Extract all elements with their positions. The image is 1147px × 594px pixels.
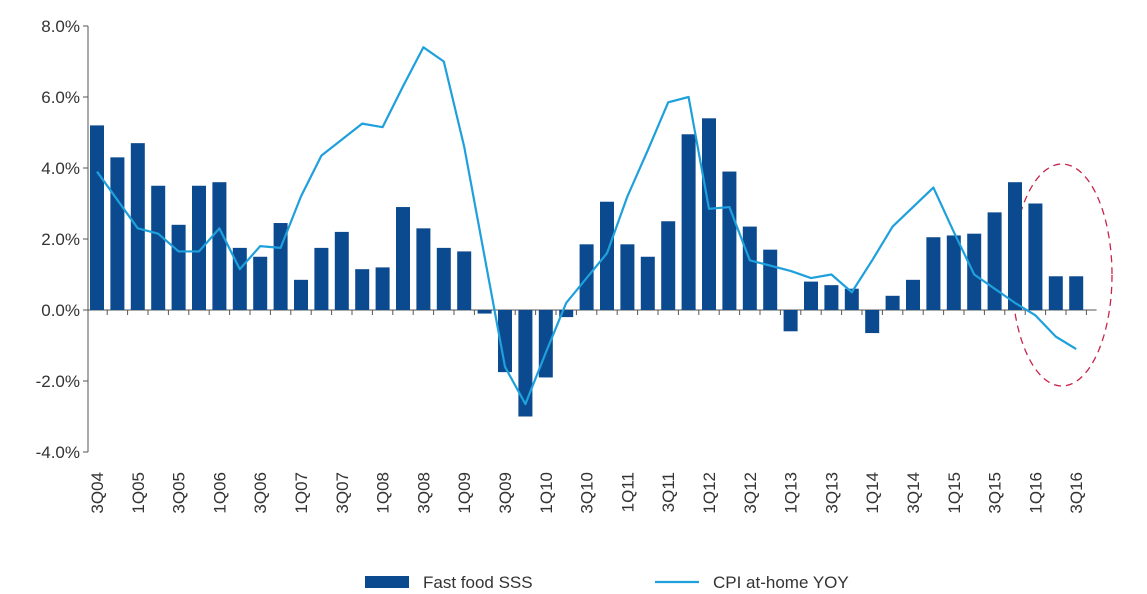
bar: [396, 207, 410, 310]
bar: [355, 269, 370, 310]
bar: [946, 235, 961, 310]
legend-swatch: [365, 576, 409, 588]
bar: [906, 279, 920, 310]
x-tick-label: 3Q05: [170, 472, 189, 514]
bar: [477, 310, 492, 314]
x-tick-label: 1Q10: [537, 472, 556, 514]
x-tick-label: 3Q07: [333, 472, 352, 514]
bar: [212, 182, 227, 310]
x-tick-label: 3Q04: [88, 472, 107, 514]
bar: [436, 247, 451, 310]
bar: [722, 171, 737, 310]
x-tick-label: 1Q11: [618, 472, 637, 512]
y-tick-label: -4.0%: [36, 443, 80, 462]
bar: [314, 247, 329, 310]
x-tick-label: 3Q12: [741, 472, 760, 514]
x-tick-label: 1Q05: [129, 472, 148, 514]
bar: [987, 212, 1002, 310]
x-tick-label: 3Q16: [1067, 472, 1086, 514]
y-tick-label: 2.0%: [41, 230, 80, 249]
bar: [1069, 276, 1084, 310]
bar: [457, 251, 472, 310]
x-tick-label: 1Q14: [863, 472, 882, 514]
x-tick-label: 3Q13: [822, 472, 841, 514]
bar: [620, 244, 635, 310]
bar: [783, 310, 798, 332]
y-tick-label: -2.0%: [36, 372, 80, 391]
bar: [1048, 276, 1063, 310]
bar: [967, 233, 982, 310]
bar: [171, 224, 186, 310]
bar: [1028, 203, 1043, 310]
x-tick-label: 1Q07: [292, 472, 311, 514]
bar: [90, 125, 104, 311]
bar: [110, 157, 125, 310]
bar: [742, 226, 757, 310]
x-tick-label: 3Q14: [904, 472, 923, 514]
bar: [334, 231, 349, 310]
bar: [824, 285, 839, 310]
y-tick-label: 4.0%: [41, 159, 80, 178]
highlight-ellipse: [1011, 163, 1113, 387]
y-tick-label: 0.0%: [41, 301, 80, 320]
bar: [294, 279, 308, 310]
y-tick-label: 6.0%: [41, 88, 80, 107]
bar: [600, 201, 614, 310]
x-tick-label: 3Q11: [659, 472, 678, 512]
bar: [640, 256, 655, 310]
bar: [844, 288, 859, 310]
x-tick-label: 3Q09: [496, 472, 515, 514]
legend-label: Fast food SSS: [423, 573, 533, 592]
x-tick-label: 1Q13: [782, 472, 801, 514]
bar: [804, 281, 818, 310]
x-tick-label: 3Q06: [251, 472, 270, 514]
bar: [702, 118, 716, 310]
x-tick-label: 1Q09: [455, 472, 474, 514]
bar: [375, 267, 390, 310]
x-tick-label: 3Q15: [986, 472, 1005, 514]
x-tick-label: 1Q12: [700, 472, 719, 514]
bar: [518, 310, 533, 417]
x-tick-label: 3Q08: [414, 472, 433, 514]
x-tick-label: 1Q08: [374, 472, 393, 514]
bar: [885, 295, 900, 310]
x-tick-label: 1Q06: [210, 472, 229, 514]
bar: [416, 228, 431, 310]
bar: [559, 310, 574, 318]
legend-label: CPI at-home YOY: [713, 573, 849, 592]
x-tick-label: 1Q15: [945, 472, 964, 514]
line: [96, 46, 1077, 406]
bar: [865, 310, 880, 334]
bar: [763, 249, 778, 310]
y-tick-label: 8.0%: [41, 17, 80, 36]
x-tick-label: 1Q16: [1026, 472, 1045, 514]
bar: [1008, 182, 1022, 310]
bar: [926, 237, 941, 310]
bar: [151, 185, 166, 310]
bar: [661, 221, 676, 310]
bar: [253, 256, 268, 310]
bar: [192, 185, 206, 310]
bar: [273, 223, 288, 310]
bar: [498, 310, 512, 373]
x-tick-label: 3Q10: [578, 472, 597, 514]
bar: [681, 134, 696, 310]
